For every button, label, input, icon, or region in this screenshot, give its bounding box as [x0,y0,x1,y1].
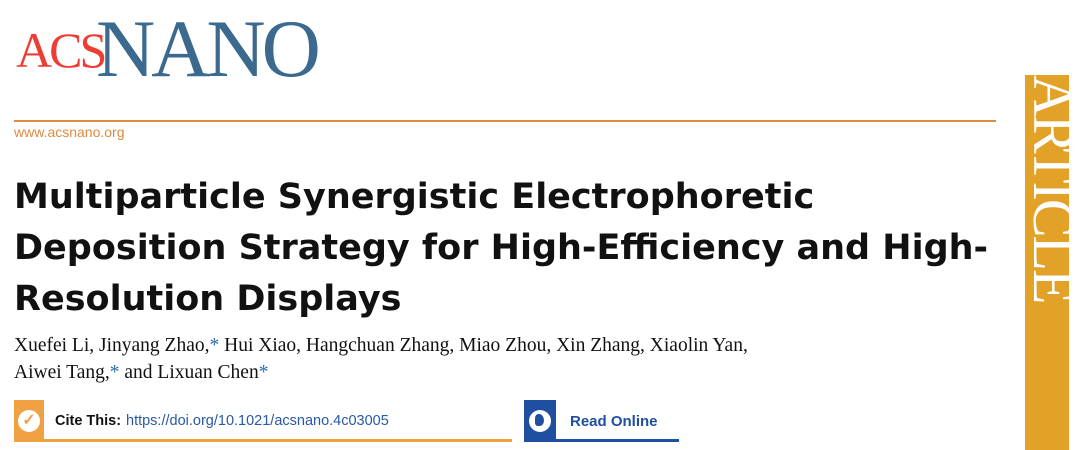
read-online-label: Read Online [570,413,658,430]
corresponding-author-mark[interactable]: * [109,362,120,383]
header-divider [14,120,996,122]
read-online-button[interactable]: Read Online [524,400,679,442]
doi-link[interactable]: https://doi.org/10.1021/acsnano.4c03005 [126,413,389,429]
authors-text: Hui Xiao, Hangchuan Zhang, Miao Zhou, Xi… [219,335,748,356]
cite-this-bar: ✓ Cite This: https://doi.org/10.1021/acs… [14,400,512,442]
authors-text: Aiwei Tang, [14,362,110,383]
corresponding-author-mark[interactable]: * [209,335,220,356]
author-list: Xuefei Li, Jinyang Zhao,* Hui Xiao, Hang… [14,332,974,386]
corresponding-author-mark[interactable]: * [258,362,269,383]
article-title: Multiparticle Synergistic Electrophoreti… [14,177,989,319]
article-type-label: ARTICLE [1025,75,1069,303]
check-circle-icon: ✓ [14,400,44,442]
authors-text: Xuefei Li, Jinyang Zhao, [14,335,210,356]
article-type-banner: ARTICLE [1025,75,1069,450]
logo-nano: NANO [96,3,321,94]
globe-icon [524,400,556,442]
logo-acs: ACS [16,22,107,78]
journal-website[interactable]: www.acsnano.org [14,124,125,140]
cite-label: Cite This: [55,413,122,429]
authors-text: and Lixuan Chen [119,362,259,383]
